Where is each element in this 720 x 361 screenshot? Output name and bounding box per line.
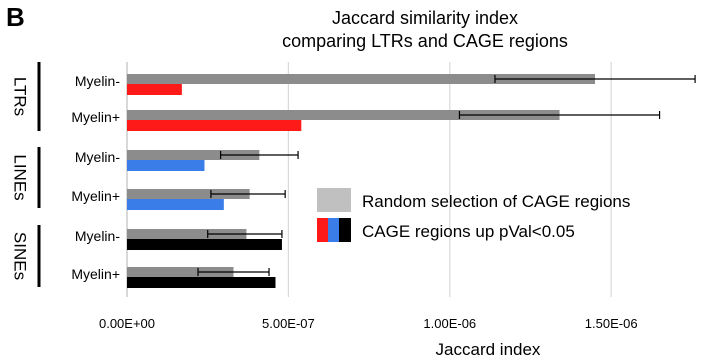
category-labels: Myelin- Myelin+ LTRs Myelin- Myelin+ LINEs Mye… — [11, 62, 120, 287]
bars — [127, 74, 596, 288]
up-bar — [127, 239, 282, 250]
group-label: SINEs — [11, 232, 30, 280]
legend: Random selection of CAGE regions CAGE reg… — [317, 188, 630, 242]
gridlines — [126, 62, 612, 297]
group-label: LTRs — [11, 77, 30, 116]
legend-swatch-ltr — [317, 218, 328, 242]
random-bar — [127, 189, 250, 199]
category-label: Myelin- — [75, 228, 120, 244]
panel-label: B — [6, 2, 25, 32]
group-label: LINEs — [11, 154, 30, 200]
category-label: Myelin+ — [71, 109, 120, 125]
random-bar — [127, 267, 234, 277]
category-label: Myelin- — [75, 73, 120, 89]
legend-swatch-sine — [339, 218, 351, 242]
x-tick-label: 1.00E-06 — [423, 316, 476, 331]
error-bars — [197, 75, 696, 276]
x-axis-label: Jaccard index — [436, 340, 541, 359]
x-tick-label: 0.00E+00 — [99, 316, 155, 331]
random-bar — [127, 229, 247, 239]
up-bar — [127, 120, 302, 131]
up-bar — [127, 84, 182, 95]
chart-subtitle: comparing LTRs and CAGE regions — [282, 31, 568, 51]
legend-label-random: Random selection of CAGE regions — [362, 192, 630, 211]
random-bar — [127, 74, 596, 84]
random-bar — [127, 110, 560, 120]
random-bar — [127, 150, 260, 160]
chart-title: Jaccard similarity index — [331, 8, 519, 28]
category-label: Myelin+ — [71, 188, 120, 204]
x-tick-label: 5.00E-07 — [262, 316, 315, 331]
category-label: Myelin- — [75, 149, 120, 165]
x-tick-label: 1.50E-06 — [585, 316, 638, 331]
legend-swatch-random — [317, 188, 351, 212]
x-axis: 0.00E+00 5.00E-07 1.00E-06 1.50E-06 Jaccard … — [99, 316, 638, 359]
category-label: Myelin+ — [71, 266, 120, 282]
up-bar — [127, 199, 224, 210]
legend-label-up: CAGE regions up pVal<0.05 — [362, 222, 575, 241]
up-bar — [127, 160, 205, 171]
up-bar — [127, 277, 276, 288]
legend-swatch-line — [328, 218, 339, 242]
